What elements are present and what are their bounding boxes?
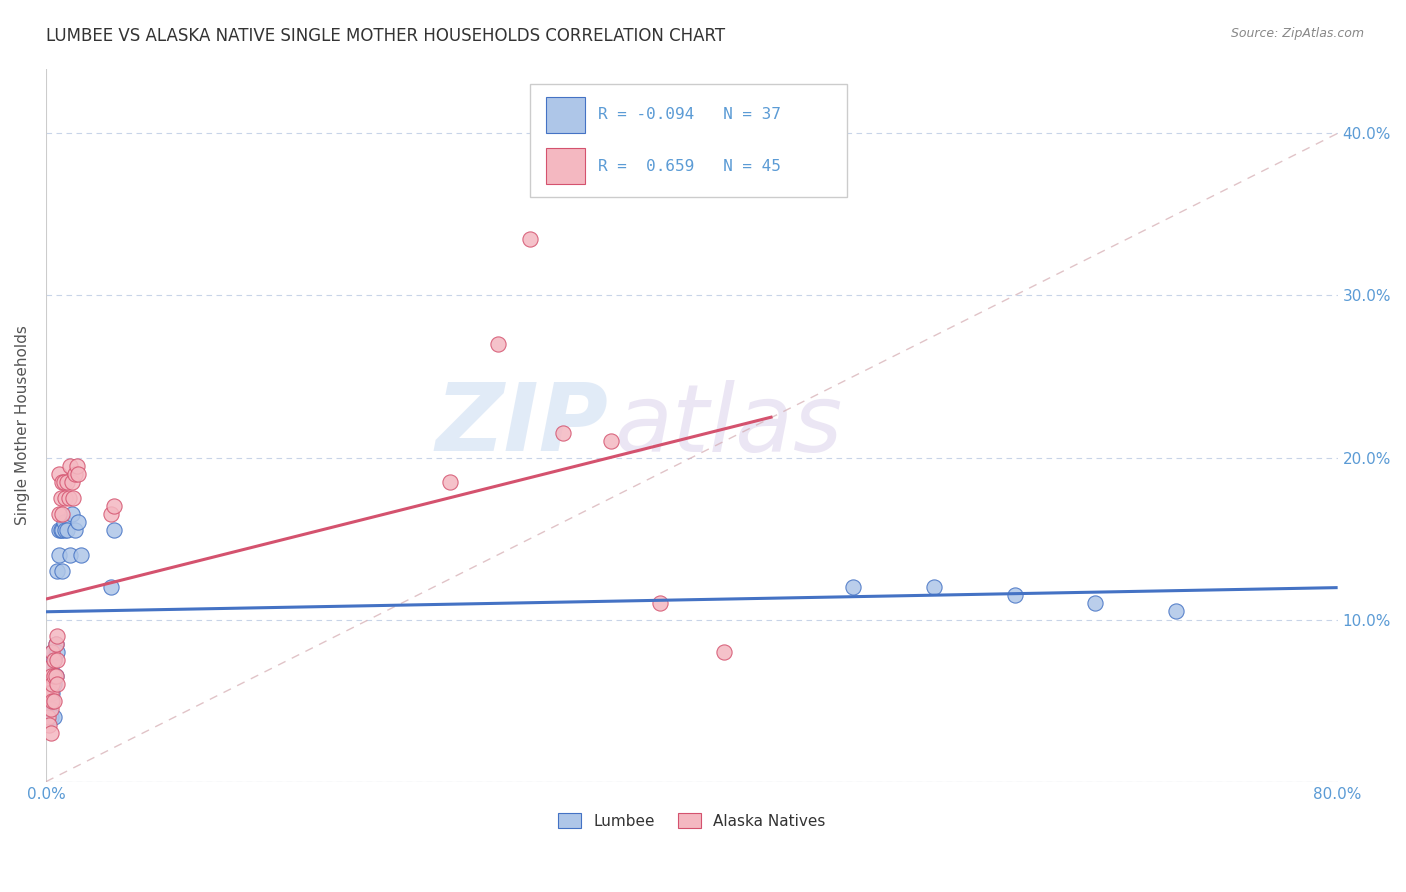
Point: [648, 596, 671, 610]
Point: [51, 507, 73, 521]
Point: [38, 661, 60, 675]
Point: [42, 653, 65, 667]
Point: [52, 516, 75, 530]
Point: [42, 677, 65, 691]
Point: [39, 669, 62, 683]
Point: [45, 669, 67, 683]
Point: [37, 685, 59, 699]
Point: [41, 685, 63, 699]
Point: [38, 653, 60, 667]
Point: [51, 524, 73, 538]
Point: [1084, 596, 1107, 610]
Point: [45, 669, 67, 683]
Point: [45, 637, 67, 651]
Point: [46, 677, 69, 691]
Point: [67, 467, 90, 481]
Point: [46, 653, 69, 667]
Point: [63, 524, 86, 538]
Point: [51, 564, 73, 578]
Point: [46, 564, 69, 578]
Point: [51, 475, 73, 489]
Legend: Lumbee, Alaska Natives: Lumbee, Alaska Natives: [553, 806, 831, 835]
Point: [103, 499, 125, 513]
Text: R = -0.094   N = 37: R = -0.094 N = 37: [598, 107, 780, 122]
Point: [39, 710, 62, 724]
FancyBboxPatch shape: [546, 97, 585, 133]
Point: [66, 458, 89, 473]
Point: [551, 426, 574, 441]
Point: [37, 669, 59, 683]
Point: [49, 524, 72, 538]
Point: [67, 516, 90, 530]
Text: Source: ZipAtlas.com: Source: ZipAtlas.com: [1230, 27, 1364, 40]
Point: [39, 726, 62, 740]
Point: [37, 685, 59, 699]
Point: [922, 580, 945, 594]
Point: [42, 653, 65, 667]
Point: [439, 475, 461, 489]
Point: [56, 475, 79, 489]
Point: [39, 685, 62, 699]
Point: [52, 475, 75, 489]
Point: [41, 693, 63, 707]
Point: [1004, 588, 1026, 602]
Point: [39, 693, 62, 707]
Point: [53, 491, 76, 505]
Point: [38, 702, 60, 716]
Point: [519, 232, 541, 246]
Point: [46, 645, 69, 659]
Text: R =  0.659   N = 45: R = 0.659 N = 45: [598, 159, 780, 174]
Point: [60, 475, 83, 489]
Point: [41, 677, 63, 691]
Point: [45, 637, 67, 651]
Point: [600, 434, 623, 449]
Point: [49, 491, 72, 505]
FancyBboxPatch shape: [530, 84, 846, 197]
Point: [48, 548, 70, 562]
Point: [59, 458, 82, 473]
Point: [42, 710, 65, 724]
Point: [100, 507, 122, 521]
Y-axis label: Single Mother Households: Single Mother Households: [15, 326, 30, 525]
Point: [62, 491, 84, 505]
Point: [42, 669, 65, 683]
Point: [63, 467, 86, 481]
Point: [39, 661, 62, 675]
Text: ZIP: ZIP: [434, 379, 607, 471]
Point: [53, 524, 76, 538]
Text: LUMBEE VS ALASKA NATIVE SINGLE MOTHER HOUSEHOLDS CORRELATION CHART: LUMBEE VS ALASKA NATIVE SINGLE MOTHER HO…: [46, 27, 725, 45]
Point: [103, 524, 125, 538]
FancyBboxPatch shape: [546, 148, 585, 184]
Point: [39, 702, 62, 716]
Point: [41, 645, 63, 659]
Point: [486, 337, 509, 351]
Point: [713, 645, 735, 659]
Point: [1166, 605, 1188, 619]
Point: [48, 507, 70, 521]
Point: [42, 693, 65, 707]
Point: [41, 645, 63, 659]
Point: [48, 467, 70, 481]
Point: [842, 580, 865, 594]
Point: [48, 524, 70, 538]
Point: [58, 491, 80, 505]
Point: [56, 524, 79, 538]
Point: [46, 629, 69, 643]
Point: [38, 677, 60, 691]
Point: [37, 677, 59, 691]
Point: [70, 548, 93, 562]
Point: [37, 710, 59, 724]
Point: [38, 685, 60, 699]
Point: [59, 548, 82, 562]
Text: atlas: atlas: [614, 380, 842, 471]
Point: [60, 507, 83, 521]
Point: [38, 718, 60, 732]
Point: [100, 580, 122, 594]
